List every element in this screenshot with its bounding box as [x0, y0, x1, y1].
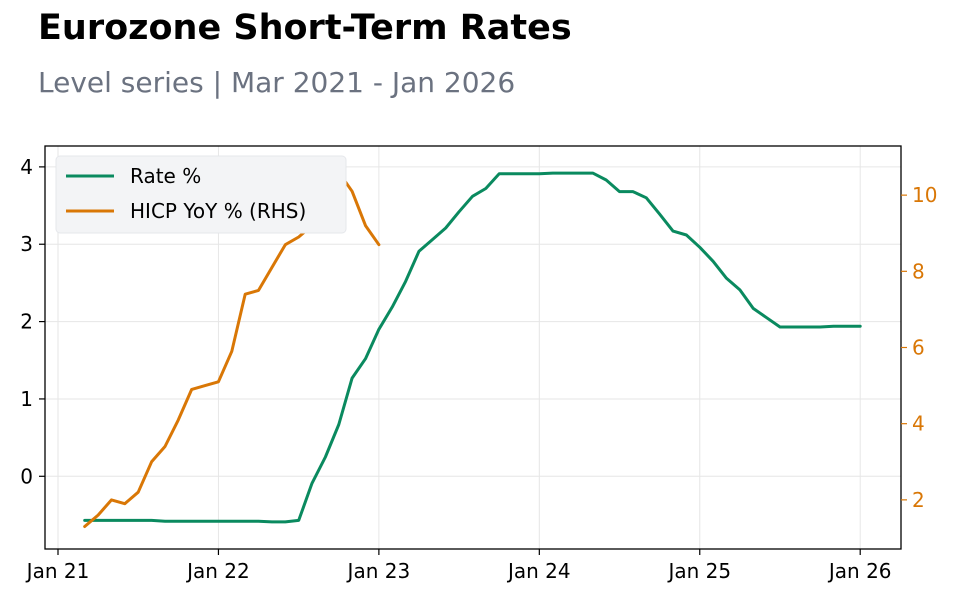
y-axis-left: 0 1 2 3 4	[20, 155, 45, 488]
y-left-tick-label: 0	[20, 464, 33, 488]
legend: Rate % HICP YoY % (RHS)	[55, 155, 347, 234]
y-left-tick-label: 2	[20, 310, 33, 334]
y-right-tick-label: 6	[912, 336, 925, 360]
x-tick-label: Jan 21	[25, 559, 90, 583]
y-left-tick-label: 3	[20, 232, 33, 256]
y-left-tick-label: 1	[20, 387, 33, 411]
series-line-rate	[83, 171, 862, 524]
chart-subtitle: Level series | Mar 2021 - Jan 2026	[38, 66, 516, 99]
x-tick-label: Jan 22	[185, 559, 250, 583]
y-right-tick-label: 10	[912, 183, 937, 207]
chart-title: Eurozone Short-Term Rates	[38, 8, 572, 48]
x-axis: Jan 21 Jan 22 Jan 23 Jan 24 Jan 25 Jan 26	[25, 549, 892, 583]
y-right-tick-label: 2	[912, 488, 925, 512]
legend-box	[55, 155, 347, 234]
x-tick-label: Jan 26	[827, 559, 892, 583]
x-tick-label: Jan 24	[506, 559, 571, 583]
legend-label-rate: Rate %	[130, 164, 201, 188]
y-right-tick-label: 8	[912, 259, 925, 283]
x-tick-label: Jan 23	[346, 559, 411, 583]
x-tick-label: Jan 25	[666, 559, 731, 583]
y-left-tick-label: 4	[20, 155, 33, 179]
legend-label-hicp: HICP YoY % (RHS)	[130, 199, 306, 223]
y-right-tick-label: 4	[912, 412, 925, 436]
y-axis-right: 2 4 6 8 10	[901, 183, 937, 512]
